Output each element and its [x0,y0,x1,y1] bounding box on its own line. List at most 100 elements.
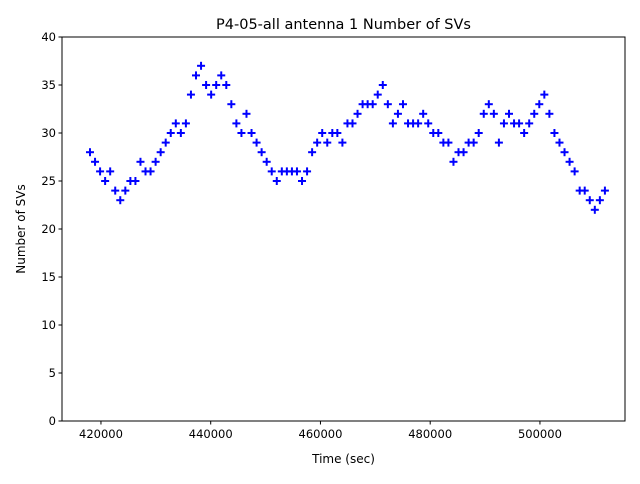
data-point [504,109,513,118]
data-points [85,61,609,214]
data-point [530,109,539,118]
data-point [207,90,216,99]
data-point [161,138,170,147]
y-tick-label: 35 [41,78,56,92]
x-axis-label: Time (sec) [311,452,375,466]
x-tick-label: 460000 [299,427,343,441]
y-axis-label: Number of SVs [14,184,28,273]
data-point [525,119,534,128]
y-tick-label: 30 [41,126,56,140]
data-point [560,148,569,157]
data-point [414,119,423,128]
data-point [383,100,392,109]
data-point [545,109,554,118]
data-point [267,167,276,176]
x-tick-label: 420000 [79,427,123,441]
data-point [212,81,221,89]
data-point [348,119,357,128]
data-point [580,186,589,195]
data-point [247,129,256,137]
data-point [449,157,458,166]
data-point [252,138,261,147]
data-point [484,100,493,109]
data-point [479,109,488,118]
data-point [272,177,281,185]
data-point [469,138,478,147]
data-point [197,61,206,70]
data-point [242,109,251,118]
data-point [257,148,266,157]
data-point [121,186,130,195]
data-point [595,196,604,205]
chart-title: P4-05-all antenna 1 Number of SVs [216,17,471,33]
data-point [323,138,332,147]
data-point [489,109,498,118]
data-point [303,167,312,176]
data-point [368,100,377,109]
y-tick-label: 0 [49,414,56,428]
data-point [499,119,508,128]
data-point [570,167,579,176]
data-point [232,119,241,128]
data-point [166,129,175,137]
data-point [237,129,246,137]
data-point [590,205,599,214]
data-point [555,138,564,147]
data-point [111,186,120,195]
data-point [171,119,180,128]
data-point [419,109,428,118]
y-tick-label: 40 [41,30,56,44]
data-point [222,81,231,89]
data-point [318,129,327,137]
data-point [565,157,574,166]
data-point [151,157,160,166]
data-point [91,157,100,166]
data-point [459,148,468,157]
data-point [424,119,433,128]
data-point [292,167,301,176]
data-point [176,129,185,137]
data-point [600,186,609,195]
data-point [353,109,362,118]
data-point [378,81,387,89]
x-tick-label: 480000 [408,427,452,441]
data-point [217,71,226,80]
data-point [181,119,190,128]
data-point [101,177,110,185]
y-tick-label: 10 [41,318,56,332]
data-point [434,129,443,137]
data-point [186,90,195,99]
data-point [96,167,105,176]
data-point [202,81,211,89]
data-point [313,138,322,147]
data-point [520,129,529,137]
data-point [398,100,407,109]
data-point [444,138,453,147]
x-tick-label: 440000 [189,427,233,441]
data-point [474,129,483,137]
data-point [156,148,165,157]
y-tick-label: 5 [49,366,56,380]
data-point [116,196,125,205]
data-point [338,138,347,147]
plot-frame [61,36,626,422]
data-point [85,148,94,157]
axis-ticks: 420000 440000 460000 480000 500000 0 5 10 15 20 25… [41,30,562,441]
y-tick-label: 25 [41,174,56,188]
data-point [494,138,503,147]
data-point [262,157,271,166]
data-point [388,119,397,128]
data-point [540,90,549,99]
y-tick-label: 15 [41,270,56,284]
data-point [192,71,201,80]
y-tick-label: 20 [41,222,56,236]
data-point [298,177,307,185]
data-point [535,100,544,109]
data-point [227,100,236,109]
data-point [393,109,402,118]
data-point [106,167,115,176]
x-tick-label: 500000 [518,427,562,441]
data-point [373,90,382,99]
data-point [515,119,524,128]
